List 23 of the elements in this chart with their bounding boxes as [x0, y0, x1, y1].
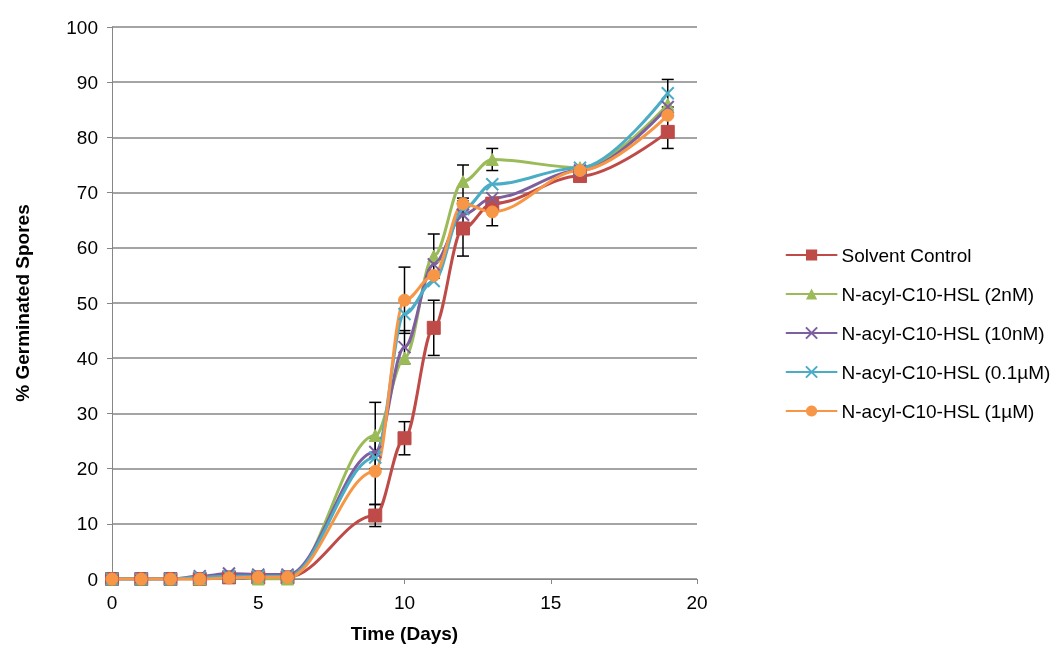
- y-tick-label: 30: [76, 402, 98, 424]
- x-tick-label: 5: [252, 592, 264, 613]
- x-tick-label: 15: [540, 592, 562, 613]
- legend-label: Solvent Control: [841, 244, 972, 266]
- legend-label: N-acyl-C10-HSL (10nM): [841, 322, 1045, 344]
- y-tick-label: 20: [76, 458, 98, 480]
- y-tick-label: 90: [76, 71, 98, 93]
- y-tick-label: 50: [76, 292, 98, 314]
- legend-label: N-acyl-C10-HSL (1µM): [841, 400, 1035, 422]
- y-tick-label: 70: [76, 182, 98, 204]
- y-tick-label: 40: [76, 347, 98, 369]
- x-tick-label: 10: [393, 592, 416, 613]
- x-axis-title: Time (Days): [350, 623, 459, 644]
- x-tick-label: 0: [106, 592, 118, 613]
- y-tick-label: 10: [76, 513, 98, 535]
- y-tick-label: 60: [76, 237, 98, 259]
- y-tick-label: 100: [66, 16, 98, 38]
- legend-label: N-acyl-C10-HSL (0.1µM): [841, 361, 1051, 383]
- y-tick-label: 80: [76, 126, 98, 148]
- y-tick-label: 0: [87, 568, 98, 590]
- x-tick-label: 20: [686, 592, 708, 613]
- y-axis-title: % Germinated Spores: [12, 204, 33, 402]
- legend-label: N-acyl-C10-HSL (2nM): [841, 283, 1035, 305]
